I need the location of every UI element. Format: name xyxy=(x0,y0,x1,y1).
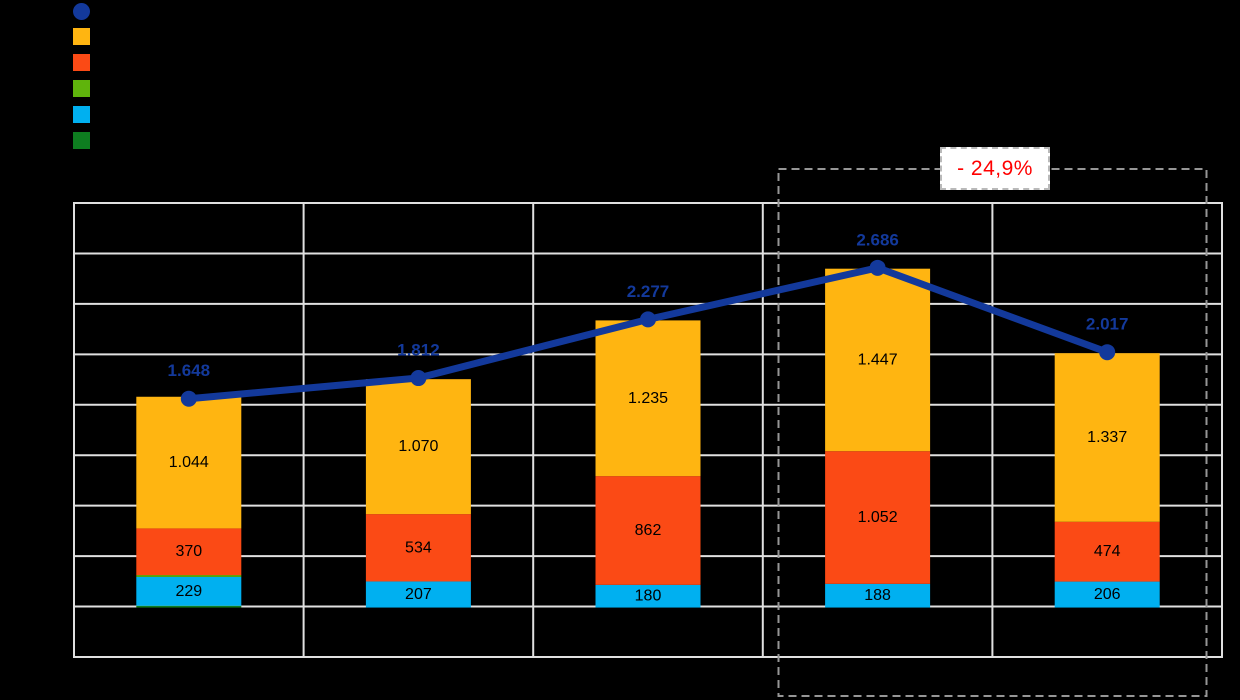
total-label-cat4: 2.017 xyxy=(1086,315,1129,334)
legend xyxy=(0,0,100,160)
total-marker-cat2 xyxy=(640,311,656,328)
bar-segment-light-blue-cat1 xyxy=(365,581,471,608)
total-marker-cat4 xyxy=(1099,344,1116,361)
bar-label-orange-cat2: 862 xyxy=(635,522,662,539)
bar-label-yellow-cat4: 1.337 xyxy=(1087,429,1127,446)
bar-label-orange-cat3: 1.052 xyxy=(858,509,898,526)
total-label-cat2: 2.277 xyxy=(627,282,670,301)
bar-label-light-blue-cat0: 229 xyxy=(175,583,202,600)
bar-label-light-blue-cat3: 188 xyxy=(864,587,891,604)
bar-segment-yellow-cat3 xyxy=(825,268,931,452)
total-label-cat3: 2.686 xyxy=(856,230,899,249)
bar-label-yellow-cat1: 1.070 xyxy=(398,438,438,455)
total-label-cat1: 1.812 xyxy=(397,341,440,360)
bar-label-light-blue-cat1: 207 xyxy=(405,586,432,603)
bar-segment-orange-cat2 xyxy=(595,476,701,585)
bar-segment-light-blue-cat0 xyxy=(136,576,242,606)
legend-swatch-green xyxy=(73,80,90,97)
change-annotation: - 24,9% xyxy=(940,147,1050,190)
legend-swatch-yellow xyxy=(73,28,90,45)
total-label-cat0: 1.648 xyxy=(168,361,211,380)
legend-swatch-orange xyxy=(73,54,90,71)
bar-label-yellow-cat0: 1.044 xyxy=(169,454,209,471)
bar-segment-yellow-cat0 xyxy=(136,396,242,529)
total-marker-cat3 xyxy=(869,259,886,276)
bar-segment-orange-cat1 xyxy=(365,514,471,582)
bar-segment-labels: 229 370 1.044 207 534 1.070 180 862 1.235 188 1.05… xyxy=(169,351,1128,604)
bar-segment-light-blue-cat4 xyxy=(1054,581,1160,608)
bar-segment-orange-cat3 xyxy=(825,451,931,584)
bar-label-light-blue-cat4: 206 xyxy=(1094,586,1121,603)
bar-segment-dark-green-cat0 xyxy=(136,605,242,608)
legend-swatch-total-line xyxy=(73,3,90,20)
change-annotation-label: - 24,9% xyxy=(957,156,1033,180)
bar-segment-light-blue-cat3 xyxy=(825,583,931,608)
legend-swatch-dark-green xyxy=(73,132,90,149)
bar-label-yellow-cat3: 1.447 xyxy=(858,351,898,368)
bar-segment-yellow-cat4 xyxy=(1054,353,1160,522)
bar-segment-orange-cat4 xyxy=(1054,521,1160,582)
bar-label-yellow-cat2: 1.235 xyxy=(628,390,668,407)
bar-segment-yellow-cat2 xyxy=(595,320,701,477)
stacked-bars xyxy=(136,268,1160,608)
bar-label-orange-cat0: 370 xyxy=(175,543,202,560)
total-line-markers xyxy=(180,259,1116,407)
bar-segment-orange-cat0 xyxy=(136,528,242,576)
legend-swatch-light-blue xyxy=(73,106,90,123)
total-marker-cat1 xyxy=(410,370,427,387)
bar-label-light-blue-cat2: 180 xyxy=(635,588,662,605)
total-marker-cat0 xyxy=(180,390,197,407)
total-line-labels: 1.648 1.812 2.277 2.686 2.017 xyxy=(168,230,1129,380)
bar-label-orange-cat4: 474 xyxy=(1094,543,1121,560)
bar-segment-yellow-cat1 xyxy=(365,379,471,515)
bar-segment-light-blue-cat2 xyxy=(595,584,701,608)
bar-segment-green-cat0 xyxy=(136,575,242,577)
bar-label-orange-cat1: 534 xyxy=(405,539,432,556)
